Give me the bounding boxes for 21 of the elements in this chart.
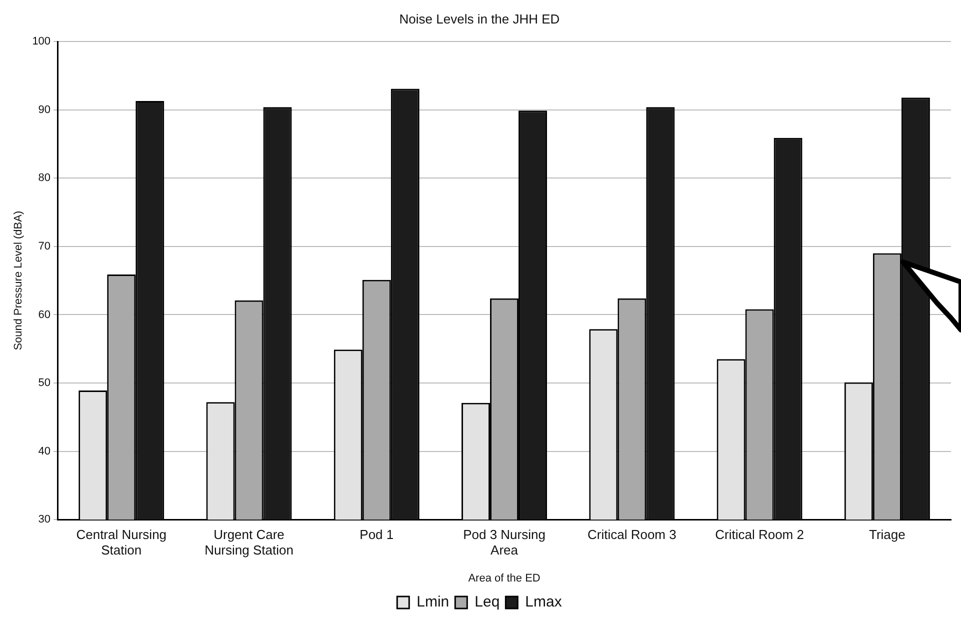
y-tick-label: 60 <box>38 308 51 321</box>
legend-label: Lmax <box>525 594 562 611</box>
x-tick-label: Urgent Care Nursing Station <box>204 526 294 558</box>
chart-title: Noise Levels in the JHH ED <box>399 11 560 26</box>
y-tick-label: 40 <box>38 445 51 458</box>
x-tick-label: Critical Room 3 <box>587 526 676 542</box>
y-tick-label: 80 <box>38 172 51 184</box>
x-tick-label: Pod 3 Nursing Area <box>463 526 546 558</box>
legend-label: Lmin <box>416 594 450 611</box>
y-tick-label: 90 <box>38 104 51 116</box>
y-tick-label: 50 <box>38 377 51 390</box>
y-tick-label: 100 <box>32 36 51 48</box>
x-tick-label: Critical Room 2 <box>715 526 804 542</box>
x-tick-label: Central Nursing Station <box>76 526 167 558</box>
x-tick-label: Triage <box>868 526 906 542</box>
x-tick-label: Pod 1 <box>360 526 394 542</box>
x-axis-title: Area of the ED <box>468 572 540 584</box>
y-tick-label: 30 <box>38 514 51 526</box>
y-axis-title: Sound Pressure Level (dBA) <box>12 210 25 350</box>
y-tick-label: 70 <box>38 240 51 252</box>
legend-label: Leq <box>474 594 500 611</box>
